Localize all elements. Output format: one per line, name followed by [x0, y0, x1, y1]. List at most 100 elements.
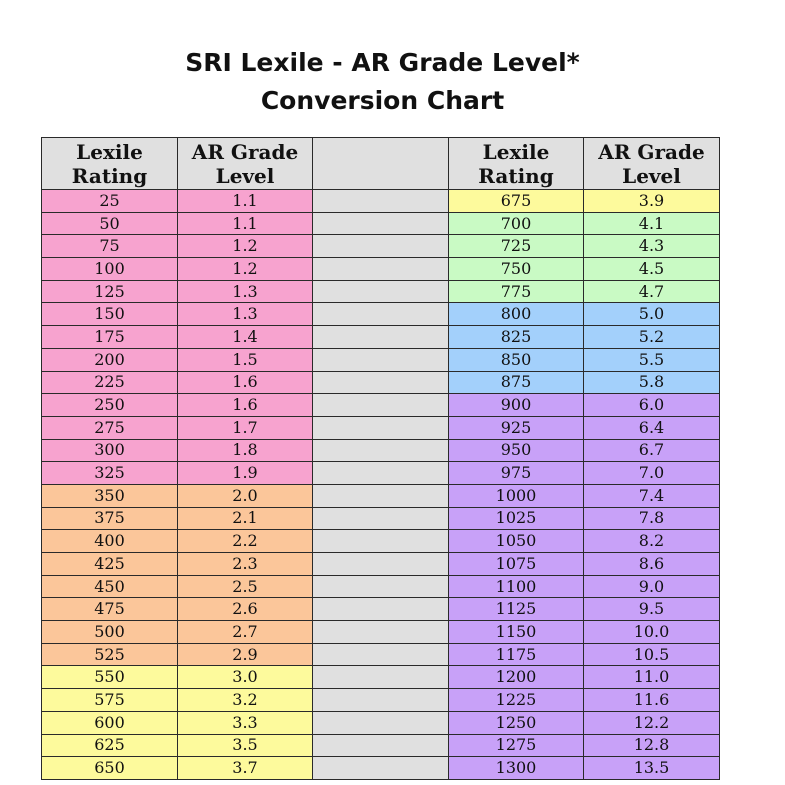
spacer-cell: [312, 257, 449, 281]
left-grade-cell: 1.3: [177, 302, 313, 327]
right-lexile-cell: 875: [448, 370, 584, 395]
right-grade-cell: 4.5: [583, 257, 720, 281]
header-row: Lexile Rating AR Grade Level Lexile Rati…: [41, 137, 720, 190]
left-grade-cell: 2.2: [177, 529, 313, 553]
left-grade-cell: 3.7: [177, 756, 313, 780]
left-lexile-cell: 100: [41, 257, 178, 281]
right-lexile-cell: 1150: [448, 620, 584, 644]
spacer-cell: [312, 302, 449, 327]
table-row: 625 3.5 1275 12.8: [41, 733, 720, 758]
spacer-cell: [312, 415, 449, 440]
left-lexile-cell: 25: [41, 189, 178, 213]
left-grade-cell: 1.1: [177, 211, 313, 236]
header-text: Lexile: [482, 139, 550, 164]
header-text: Level: [215, 163, 275, 188]
left-lexile-cell: 550: [41, 665, 178, 690]
left-grade-cell: 3.5: [177, 733, 313, 758]
table-row: 250 1.6 900 6.0: [41, 393, 720, 417]
right-grade-cell: 11.0: [583, 665, 720, 690]
right-lexile-cell: 1300: [448, 756, 584, 780]
spacer-cell: [312, 347, 449, 372]
right-grade-cell: 9.0: [583, 574, 720, 599]
table-row: 175 1.4 825 5.2: [41, 325, 720, 349]
right-lexile-cell: 1250: [448, 710, 584, 735]
right-grade-cell: 12.8: [583, 733, 720, 758]
left-lexile-cell: 600: [41, 710, 178, 735]
right-lexile-cell: 800: [448, 302, 584, 327]
table-row: 100 1.2 750 4.5: [41, 257, 720, 281]
right-grade-cell: 8.2: [583, 529, 720, 553]
right-grade-cell: 4.3: [583, 234, 720, 259]
right-grade-cell: 6.7: [583, 438, 720, 463]
table-row: 25 1.1 675 3.9: [41, 189, 720, 213]
right-grade-cell: 10.0: [583, 620, 720, 644]
table-row: 50 1.1 700 4.1: [41, 211, 720, 236]
table-row: 475 2.6 1125 9.5: [41, 597, 720, 622]
left-lexile-cell: 400: [41, 529, 178, 553]
table-row: 575 3.2 1225 11.6: [41, 688, 720, 712]
spacer-cell: [312, 710, 449, 735]
right-grade-cell: 8.6: [583, 552, 720, 576]
left-grade-cell: 1.8: [177, 438, 313, 463]
spacer-cell: [312, 733, 449, 758]
left-grade-cell: 1.3: [177, 279, 313, 304]
table-row: 500 2.7 1150 10.0: [41, 620, 720, 644]
right-grade-cell: 6.0: [583, 393, 720, 417]
spacer-cell: [312, 279, 449, 304]
left-lexile-cell: 225: [41, 370, 178, 395]
left-lexile-cell: 200: [41, 347, 178, 372]
spacer-cell: [312, 370, 449, 395]
spacer-cell: [312, 325, 449, 349]
table-row: 400 2.2 1050 8.2: [41, 529, 720, 553]
left-lexile-cell: 150: [41, 302, 178, 327]
left-lexile-cell: 50: [41, 211, 178, 236]
right-grade-cell: 5.2: [583, 325, 720, 349]
chart-title: SRI Lexile - AR Grade Level* Conversion …: [0, 44, 765, 120]
left-lexile-cell: 325: [41, 461, 178, 485]
left-lexile-cell: 450: [41, 574, 178, 599]
spacer-cell: [312, 756, 449, 780]
right-lexile-cell: 675: [448, 189, 584, 213]
right-lexile-cell: 900: [448, 393, 584, 417]
left-lexile-cell: 125: [41, 279, 178, 304]
spacer-cell: [312, 393, 449, 417]
right-lexile-cell: 850: [448, 347, 584, 372]
right-lexile-cell: 975: [448, 461, 584, 485]
left-lexile-cell: 375: [41, 506, 178, 531]
right-grade-cell: 9.5: [583, 597, 720, 622]
right-lexile-cell: 925: [448, 415, 584, 440]
left-grade-cell: 2.6: [177, 597, 313, 622]
table-row: 550 3.0 1200 11.0: [41, 665, 720, 690]
left-lexile-cell: 575: [41, 688, 178, 712]
right-grade-cell: 11.6: [583, 688, 720, 712]
left-grade-cell: 3.0: [177, 665, 313, 690]
right-grade-cell: 4.7: [583, 279, 720, 304]
left-lexile-cell: 300: [41, 438, 178, 463]
spacer-cell: [312, 688, 449, 712]
spacer-cell: [312, 483, 449, 508]
table-row: 300 1.8 950 6.7: [41, 438, 720, 463]
spacer-cell: [312, 438, 449, 463]
right-grade-cell: 7.8: [583, 506, 720, 531]
table-row: 125 1.3 775 4.7: [41, 279, 720, 304]
header-text: AR Grade: [598, 139, 705, 164]
left-lexile-cell: 75: [41, 234, 178, 259]
header-text: Rating: [71, 163, 148, 188]
right-lexile-cell: 1025: [448, 506, 584, 531]
table-row: 150 1.3 800 5.0: [41, 302, 720, 327]
right-grade-cell: 7.0: [583, 461, 720, 485]
left-grade-cell: 3.2: [177, 688, 313, 712]
right-grade-cell: 5.0: [583, 302, 720, 327]
table-row: 325 1.9 975 7.0: [41, 461, 720, 485]
spacer-cell: [312, 597, 449, 622]
left-lexile-cell: 275: [41, 415, 178, 440]
right-lexile-cell: 1125: [448, 597, 584, 622]
right-lexile-cell: 825: [448, 325, 584, 349]
right-lexile-cell: 1225: [448, 688, 584, 712]
right-grade-cell: 13.5: [583, 756, 720, 780]
left-grade-cell: 1.4: [177, 325, 313, 349]
header-text: Lexile: [76, 139, 143, 164]
header-left-grade: AR Grade Level: [177, 137, 313, 190]
left-grade-cell: 2.9: [177, 642, 313, 667]
spacer-cell: [312, 620, 449, 644]
